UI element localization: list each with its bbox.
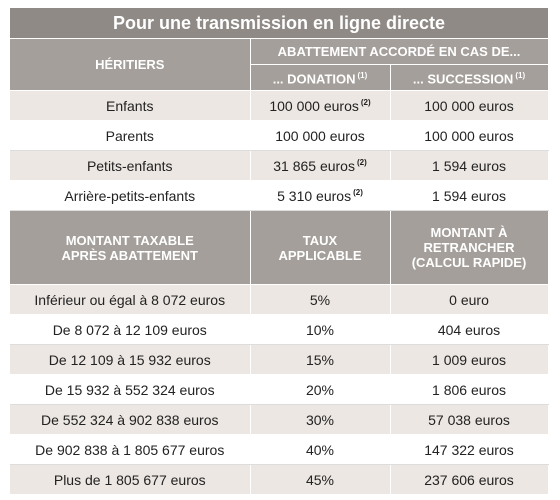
table-cell: 57 038 euros: [389, 404, 549, 435]
succession-cell: 1 594 euros: [389, 150, 549, 181]
table-row: De 902 838 à 1 805 677 euros 40% 147 322 e…: [10, 434, 549, 465]
header-cell: ABATTEMENT ACCORDÉ EN CAS DE...: [249, 38, 549, 65]
heir-cell: Enfants: [10, 90, 251, 121]
table-cell: De 8 072 à 12 109 euros: [10, 314, 251, 345]
header-cell: MONTANT TAXABLE APRÈS ABATTEMENT: [10, 210, 251, 285]
table-title: Pour une transmission en ligne directe: [10, 8, 548, 38]
table-row: De 8 072 à 12 109 euros 10% 404 euros: [10, 314, 549, 345]
table-row: Plus de 1 805 677 euros 45% 237 606 euros: [10, 464, 549, 495]
table-row: Inférieur ou égal à 8 072 euros 5% 0 euro: [10, 284, 549, 315]
table-row: Petits-enfants 31 865 euros (2) 1 594 euros: [10, 150, 549, 181]
note-ref: (2): [356, 157, 367, 167]
header-text: ... SUCCESSION: [412, 71, 514, 87]
heir-cell: Petits-enfants: [10, 150, 251, 181]
cell-text: 31 865 euros: [273, 157, 355, 174]
cell-text: 100 000 euros: [275, 127, 365, 144]
table-row: Parents 100 000 euros 100 000 euros: [10, 120, 549, 151]
table-row: De 15 932 à 552 324 euros 20% 1 806 euros: [10, 374, 549, 405]
heir-cell: Arrière-petits-enfants: [10, 180, 251, 211]
donation-cell: 100 000 euros (2): [249, 90, 391, 121]
table-row: De 12 109 à 15 932 euros 15% 1 009 euros: [10, 344, 549, 375]
donation-cell: 100 000 euros: [249, 120, 391, 151]
table-row: Arrière-petits-enfants 5 310 euros (2) 1 59…: [10, 180, 549, 211]
header-cell: TAUX APPLICABLE: [249, 210, 391, 285]
table-cell: 15%: [249, 344, 391, 375]
table-cell: 30%: [249, 404, 391, 435]
table-cell: 10%: [249, 314, 391, 345]
table-cell: 1 009 euros: [389, 344, 549, 375]
header-text: ... DONATION: [272, 71, 356, 87]
table-cell: 0 euro: [389, 284, 549, 315]
table-cell: 5%: [249, 284, 391, 315]
header-cell: HÉRITIERS: [10, 38, 251, 91]
table-row: De 552 324 à 902 838 euros 30% 57 038 euro…: [10, 404, 549, 435]
header-cell: MONTANT À RETRANCHER (CALCUL RAPIDE): [389, 210, 549, 285]
table-cell: 20%: [249, 374, 391, 405]
table-cell: Plus de 1 805 677 euros: [10, 464, 251, 495]
table-cell: 147 322 euros: [389, 434, 549, 465]
table-cell: 40%: [249, 434, 391, 465]
table-row: Enfants 100 000 euros (2) 100 000 euros: [10, 90, 549, 121]
note-ref: (2): [353, 187, 363, 197]
header-cell: ... DONATION (1): [250, 64, 391, 91]
note-ref: (1): [357, 71, 368, 81]
table-cell: Inférieur ou égal à 8 072 euros: [10, 284, 251, 315]
table-cell: De 552 324 à 902 838 euros: [10, 404, 251, 435]
cell-text: 5 310 euros: [277, 187, 352, 204]
note-ref: (1): [515, 71, 526, 81]
succession-cell: 100 000 euros: [389, 120, 549, 151]
table-cell: De 12 109 à 15 932 euros: [10, 344, 251, 375]
donation-cell: 5 310 euros (2): [249, 180, 391, 211]
succession-cell: 100 000 euros: [389, 90, 549, 121]
header-text: MONTANT TAXABLE APRÈS ABATTEMENT: [61, 232, 199, 263]
table-cell: 45%: [249, 464, 391, 495]
header-text: HÉRITIERS: [95, 57, 165, 72]
tax-table: Pour une transmission en ligne directe H…: [10, 8, 549, 495]
abatement-table: HÉRITIERS ABATTEMENT ACCORDÉ EN CAS DE..…: [10, 38, 549, 495]
table-cell: 237 606 euros: [389, 464, 549, 495]
header-text: MONTANT À RETRANCHER (CALCUL RAPIDE): [411, 225, 527, 270]
heir-cell: Parents: [10, 120, 251, 151]
note-ref: (2): [360, 97, 371, 107]
cell-text: 100 000 euros: [269, 97, 359, 114]
table-cell: 1 806 euros: [389, 374, 549, 405]
table-cell: 404 euros: [389, 314, 549, 345]
table-cell: De 902 838 à 1 805 677 euros: [10, 434, 251, 465]
table-cell: De 15 932 à 552 324 euros: [10, 374, 251, 405]
header-text: ABATTEMENT ACCORDÉ EN CAS DE...: [277, 44, 521, 59]
donation-cell: 31 865 euros (2): [249, 150, 391, 181]
succession-cell: 1 594 euros: [389, 180, 549, 211]
header-text: TAUX APPLICABLE: [278, 232, 362, 263]
header-cell: ... SUCCESSION (1): [389, 64, 549, 91]
